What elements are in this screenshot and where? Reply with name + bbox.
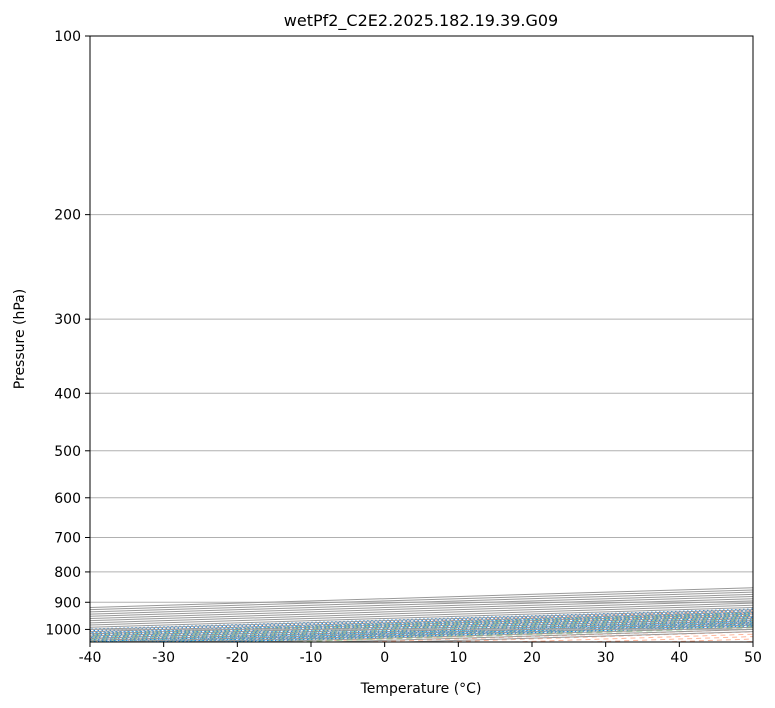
y-tick-label: 200 <box>54 208 81 224</box>
y-tick-label: 300 <box>54 312 81 328</box>
x-axis: -40 -30 -20 -10 0 10 20 30 40 50 <box>79 642 762 666</box>
y-tick-label: 100 <box>54 29 81 45</box>
plot-frame <box>89 35 754 643</box>
y-tick-label: 1000 <box>45 622 81 638</box>
x-tick-label: -30 <box>152 650 175 666</box>
x-tick-label: 0 <box>380 650 389 666</box>
plot-area: -100-90-80-70-60-50-40-30-20-10010203040… <box>90 36 753 642</box>
y-axis-title: Pressure (hPa) <box>12 289 28 389</box>
x-tick-label: 10 <box>449 650 467 666</box>
x-tick-label: -40 <box>79 650 102 666</box>
x-tick-label: -10 <box>300 650 323 666</box>
y-tick-label: 800 <box>54 565 81 581</box>
y-tick-label: 700 <box>54 531 81 547</box>
x-axis-title: Temperature (°C) <box>360 681 482 697</box>
x-tick-label: 50 <box>744 650 762 666</box>
x-tick-label: 20 <box>523 650 541 666</box>
x-tick-label: 40 <box>670 650 688 666</box>
y-tick-label: 600 <box>54 491 81 507</box>
y-tick-label: 400 <box>54 386 81 402</box>
y-axis: 100 200 300 400 500 600 700 800 900 1000 <box>45 29 90 638</box>
x-tick-label: 30 <box>597 650 615 666</box>
x-tick-label: -20 <box>226 650 249 666</box>
mixing-ratio-line <box>90 610 753 632</box>
y-tick-label: 900 <box>54 595 81 611</box>
y-tick-label: 500 <box>54 444 81 460</box>
chart-title: wetPf2_C2E2.2025.182.19.39.G09 <box>284 11 558 31</box>
